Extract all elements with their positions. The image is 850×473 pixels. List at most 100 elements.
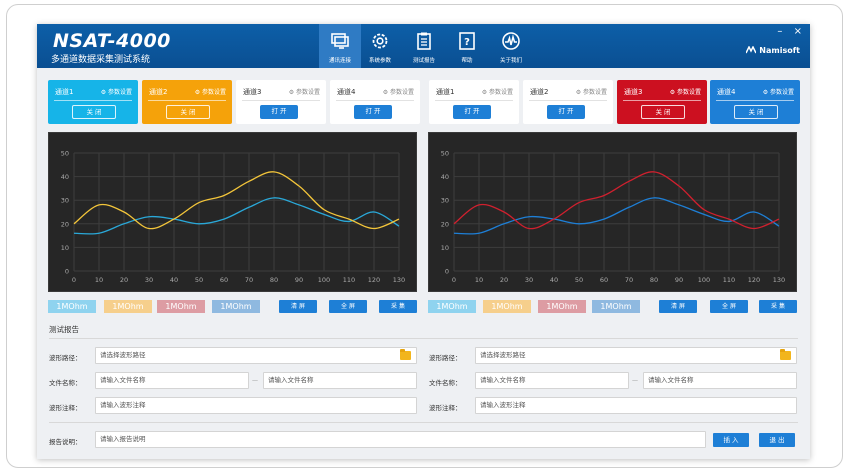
gear-icon	[372, 33, 388, 49]
x-tick-label: 60	[220, 276, 228, 284]
x-tick-label: 10	[95, 276, 103, 284]
channel-toggle-button[interactable]: 打 开	[354, 105, 392, 119]
right-note-input[interactable]: 请输入波形注释	[475, 397, 797, 414]
close-button[interactable]: ×	[793, 26, 802, 37]
right-waveform-chart: 0 10 20 30 40 50 60 70 80 90 100 110 120 130 0 10 20 30 40…	[428, 132, 797, 292]
channel-name: 通道1	[55, 88, 74, 96]
series-line-2	[73, 171, 400, 230]
channel-settings-link[interactable]: ⚙ 参数设置	[481, 89, 513, 96]
right-path-label: 波形路径：	[429, 354, 462, 362]
nav-label: 帮助	[461, 58, 473, 64]
channel-name: 通道4	[717, 88, 736, 96]
right-path-input[interactable]: 请选择波形路径	[475, 347, 797, 364]
left-waveform-chart: 0 10 20 30 40 50 60 70 80 90 100 110 120 130 0 10 20 30 40…	[48, 132, 417, 292]
report-heading: 测试报告	[49, 325, 79, 334]
left-acquire-button[interactable]: 采 集	[379, 300, 417, 313]
left-path-label: 波形路径：	[49, 354, 82, 362]
channel-toggle-button[interactable]: 关 闭	[166, 105, 210, 119]
channel-toggle-button[interactable]: 关 闭	[641, 105, 685, 119]
x-tick-label: 30	[145, 276, 153, 284]
card-divider	[435, 100, 513, 101]
channel-settings-link[interactable]: ⚙ 参数设置	[575, 89, 607, 96]
right-file-label: 文件名称：	[429, 379, 462, 387]
insert-button[interactable]: 插 入	[713, 433, 749, 447]
x-tick-label: 40	[170, 276, 178, 284]
x-tick-label: 50	[575, 276, 583, 284]
left-chart-svg: 0 10 20 30 40 50 60 70 80 90 100 110 120 130 0 10 20 30 40…	[61, 150, 405, 285]
nav-help[interactable]: ? 帮助	[446, 24, 488, 68]
channel-settings-link[interactable]: ⚙ 参数设置	[288, 89, 320, 96]
channel-toggle-button[interactable]: 打 开	[453, 105, 491, 119]
report-desc-input[interactable]: 请输入报告说明	[95, 431, 706, 448]
placeholder: 请输入文件名称	[648, 376, 694, 384]
left-path-input[interactable]: 请选择波形路径	[95, 347, 417, 364]
file-separator: —	[632, 377, 638, 384]
right-file-input-2[interactable]: 请输入文件名称	[643, 372, 797, 389]
channel-toggle-button[interactable]: 打 开	[260, 105, 298, 119]
folder-icon[interactable]	[780, 349, 791, 360]
card-divider	[148, 100, 226, 101]
brand-logo-icon	[745, 45, 758, 54]
placeholder: 请输入文件名称	[480, 376, 526, 384]
x-tick-label: 130	[773, 276, 785, 284]
impedance-tag: 1MOhm	[212, 300, 260, 313]
right-file-input-1[interactable]: 请输入文件名称	[475, 372, 629, 389]
channel-settings-link[interactable]: ⚙ 参数设置	[194, 89, 226, 96]
channel-settings-link[interactable]: ⚙ 参数设置	[669, 89, 701, 96]
left-note-input[interactable]: 请输入波形注释	[95, 397, 417, 414]
channel-name: 通道2	[149, 88, 168, 96]
left-file-label: 文件名称：	[49, 379, 82, 387]
left-fullscreen-button[interactable]: 全 屏	[329, 300, 367, 313]
settings-label: 参数设置	[201, 89, 226, 96]
y-tick-label: 0	[65, 268, 69, 276]
series-line-1	[73, 197, 400, 235]
channel-toggle-button[interactable]: 关 闭	[72, 105, 116, 119]
x-tick-label: 60	[600, 276, 608, 284]
card-divider	[242, 100, 320, 101]
x-tick-label: 0	[72, 276, 76, 284]
right-channel-1-card: 通道1 ⚙ 参数设置 打 开	[429, 80, 519, 124]
left-file-input-1[interactable]: 请输入文件名称	[95, 372, 249, 389]
nav-label: 通讯连接	[328, 58, 351, 64]
report-desc-label: 报告说明：	[49, 438, 82, 446]
channel-name: 通道3	[243, 88, 262, 96]
x-tick-label: 30	[525, 276, 533, 284]
y-tick-label: 50	[441, 150, 449, 158]
right-fullscreen-button[interactable]: 全 屏	[710, 300, 748, 313]
folder-icon[interactable]	[400, 349, 411, 360]
x-tick-label: 90	[295, 276, 303, 284]
channel-toggle-button[interactable]: 关 闭	[734, 105, 778, 119]
right-channel-4-card: 通道4 ⚙ 参数设置 关 闭	[710, 80, 800, 124]
channel-name: 通道1	[436, 88, 455, 96]
app-window: NSAT-4000 多通道数据采集测试系统 通讯连接 系统参数	[37, 24, 810, 459]
placeholder: 请选择波形路径	[100, 351, 146, 359]
nav-connection[interactable]: 通讯连接	[319, 24, 361, 68]
left-clear-button[interactable]: 清 屏	[279, 300, 317, 313]
nav-system-params[interactable]: 系统参数	[359, 24, 401, 68]
y-tick-label: 10	[61, 244, 69, 252]
channel-settings-link[interactable]: ⚙ 参数设置	[762, 89, 794, 96]
right-clear-button[interactable]: 清 屏	[659, 300, 697, 313]
left-file-input-2[interactable]: 请输入文件名称	[263, 372, 417, 389]
nav-test-report[interactable]: 测试报告	[403, 24, 445, 68]
app-logo: NSAT-4000	[53, 30, 171, 52]
channel-name: 通道2	[530, 88, 549, 96]
impedance-tag: 1MOhm	[48, 300, 96, 313]
minimize-button[interactable]: –	[777, 26, 783, 37]
brand-label: Namisoft	[745, 45, 800, 55]
x-tick-label: 100	[318, 276, 330, 284]
impedance-tag: 1MOhm	[483, 300, 531, 313]
impedance-tag: 1MOhm	[428, 300, 476, 313]
help-icon: ?	[459, 32, 475, 50]
nav-about[interactable]: 关于我们	[490, 24, 532, 68]
right-acquire-button[interactable]: 采 集	[759, 300, 797, 313]
nav-label: 系统参数	[368, 58, 391, 64]
x-tick-label: 50	[195, 276, 203, 284]
channel-settings-link[interactable]: ⚙ 参数设置	[100, 89, 132, 96]
exit-button[interactable]: 退 出	[759, 433, 795, 447]
channel-toggle-button[interactable]: 打 开	[547, 105, 585, 119]
y-tick-label: 40	[61, 173, 69, 181]
card-divider	[54, 100, 132, 101]
channel-settings-link[interactable]: ⚙ 参数设置	[382, 89, 414, 96]
window-controls: – ×	[769, 26, 802, 37]
